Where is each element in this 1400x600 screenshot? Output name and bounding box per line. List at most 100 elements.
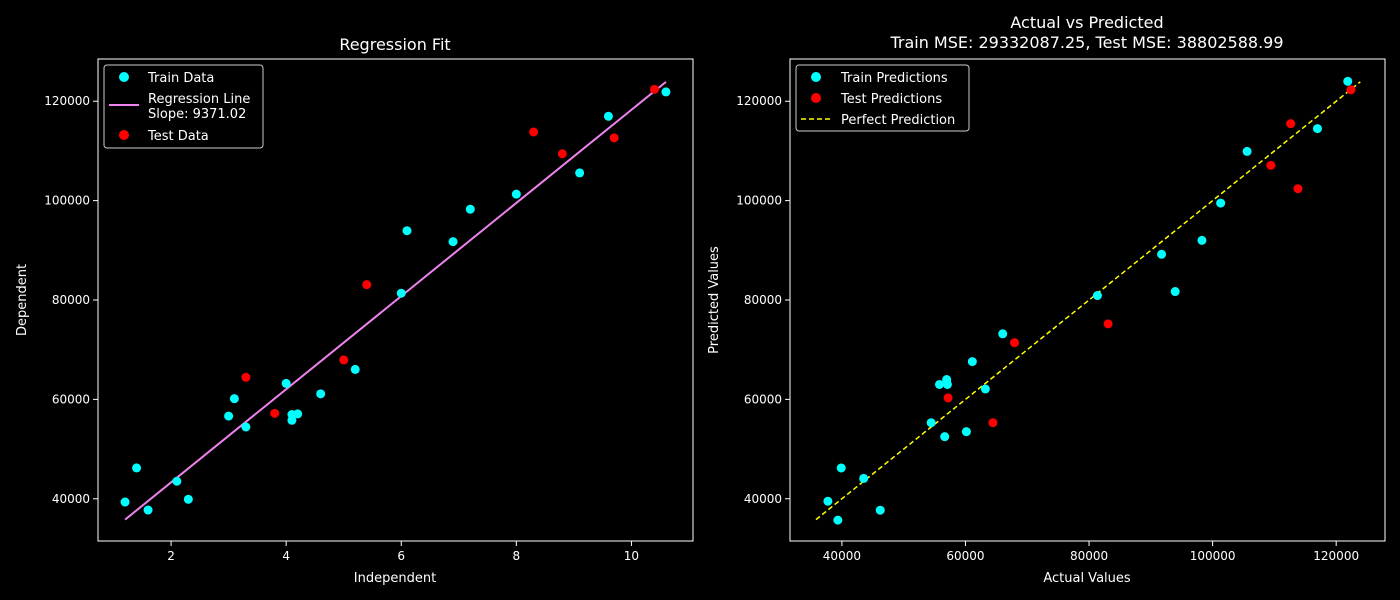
actual-vs-predicted-train-predictions-point-14 xyxy=(1092,291,1102,301)
legend-train-predictions-marker xyxy=(811,72,821,82)
actual-vs-predicted-train-predictions-point-1 xyxy=(833,515,843,525)
regression-fit-panel: Regression Fit Independent Dependent 2 4 6… xyxy=(15,35,694,586)
regression-fit-legend: Train Data Regression Line Slope: 9371.02… xyxy=(103,64,264,149)
actual-vs-predicted-panel: Actual vs Predicted Train MSE: 29332087.2… xyxy=(707,13,1386,586)
actual-vs-predicted-test-predictions-point-0 xyxy=(943,393,953,403)
legend-train-data-marker xyxy=(119,72,129,82)
regression-fit-train-data-point-19 xyxy=(575,168,585,178)
actual-vs-predicted-test-predictions-point-5 xyxy=(1286,119,1296,129)
actual-vs-predicted-ytick-label-40000: 40000 xyxy=(744,492,782,506)
actual-vs-predicted-test-predictions-point-4 xyxy=(1266,160,1276,170)
regression-fit-train-data-point-2 xyxy=(143,505,153,515)
legend-train-data-label: Train Data xyxy=(147,71,214,86)
regression-fit-test-data-point-7 xyxy=(649,84,659,94)
regression-fit-train-data-point-8 xyxy=(281,378,291,388)
regression-fit-regression-line-line xyxy=(124,81,667,521)
regression-fit-train-data-point-14 xyxy=(396,288,406,298)
actual-vs-predicted-xtick-label-60000: 60000 xyxy=(946,549,984,563)
actual-vs-predicted-train-predictions-point-6 xyxy=(934,379,944,389)
regression-fit-train-data-point-13 xyxy=(350,364,360,374)
regression-fit-ytick-label-80000: 80000 xyxy=(52,293,90,307)
actual-vs-predicted-train-predictions-point-7 xyxy=(940,432,950,442)
actual-vs-predicted-test-predictions-point-7 xyxy=(1346,85,1356,95)
regression-fit-train-data-point-21 xyxy=(661,87,671,97)
regression-fit-test-data-point-1 xyxy=(270,408,280,418)
regression-fit-train-data-point-6 xyxy=(229,394,239,404)
actual-vs-predicted-ticks: 40000 60000 80000 100000 120000 40000 60000 800… xyxy=(736,94,1359,563)
regression-fit-title: Regression Fit xyxy=(339,35,450,54)
actual-vs-predicted-train-predictions-point-20 xyxy=(1312,124,1322,134)
regression-fit-xtick-label-2: 2 xyxy=(167,549,175,563)
legend-train-predictions-label: Train Predictions xyxy=(840,71,948,86)
actual-vs-predicted-ytick-label-100000: 100000 xyxy=(736,194,782,208)
regression-fit-test-data-point-4 xyxy=(529,127,539,137)
legend-regression-line-label: Regression Line Slope: 9371.02 xyxy=(148,92,250,122)
regression-fit-test-data-point-6 xyxy=(609,133,619,143)
actual-vs-predicted-test-predictions-point-6 xyxy=(1293,184,1303,194)
regression-fit-test-data-point-3 xyxy=(362,280,372,290)
actual-vs-predicted-train-predictions-point-18 xyxy=(1216,198,1226,208)
regression-fit-train-data-point-3 xyxy=(172,476,182,486)
regression-fit-train-data-point-20 xyxy=(603,111,613,121)
actual-vs-predicted-train-predictions-point-19 xyxy=(1242,146,1252,156)
regression-fit-train-data-point-4 xyxy=(183,494,193,504)
regression-fit-test-data-point-5 xyxy=(557,149,567,159)
regression-fit-test-data-point-2 xyxy=(339,355,349,365)
actual-vs-predicted-test-predictions-point-1 xyxy=(988,418,998,428)
regression-fit-xtick-label-8: 8 xyxy=(513,549,521,563)
actual-vs-predicted-marks xyxy=(815,76,1361,525)
actual-vs-predicted-train-predictions-point-0 xyxy=(823,496,833,506)
actual-vs-predicted-train-predictions-point-16 xyxy=(1170,287,1180,297)
actual-vs-predicted-legend-box xyxy=(795,64,970,132)
legend-perfect-prediction-label: Perfect Prediction xyxy=(841,113,955,128)
actual-vs-predicted-train-predictions-point-10 xyxy=(961,427,971,437)
actual-vs-predicted-xtick-label-40000: 40000 xyxy=(823,549,861,563)
legend-test-data-marker xyxy=(119,130,129,140)
actual-vs-predicted-train-predictions-point-5 xyxy=(926,418,936,428)
regression-fit-ytick-label-60000: 60000 xyxy=(52,392,90,406)
actual-vs-predicted-train-predictions-point-11 xyxy=(967,357,977,367)
actual-vs-predicted-train-predictions-point-3 xyxy=(859,473,869,483)
regression-fit-train-data-point-1 xyxy=(132,463,142,473)
actual-vs-predicted-legend: Train Predictions Test Predictions Perfe… xyxy=(795,64,970,132)
actual-vs-predicted-train-predictions-point-9 xyxy=(942,379,952,389)
actual-vs-predicted-xtick-label-120000: 120000 xyxy=(1313,549,1359,563)
legend-test-data-label: Test Data xyxy=(147,129,209,144)
regression-fit-ylabel: Dependent xyxy=(15,264,30,336)
actual-vs-predicted-train-predictions-point-4 xyxy=(875,505,885,515)
actual-vs-predicted-train-predictions-point-2 xyxy=(836,463,846,473)
actual-vs-predicted-train-predictions-point-15 xyxy=(1157,249,1167,259)
regression-fit-ytick-label-100000: 100000 xyxy=(44,194,90,208)
actual-vs-predicted-test-predictions-point-2 xyxy=(1010,338,1020,348)
regression-fit-train-data-point-12 xyxy=(316,389,326,399)
regression-fit-legend-box xyxy=(103,64,264,149)
regression-fit-train-data-point-0 xyxy=(120,497,130,507)
regression-fit-xlabel: Independent xyxy=(354,571,436,586)
regression-fit-xtick-label-4: 4 xyxy=(282,549,290,563)
actual-vs-predicted-title: Actual vs Predicted Train MSE: 29332087.2… xyxy=(889,13,1283,52)
regression-fit-xtick-label-10: 10 xyxy=(624,549,639,563)
regression-fit-ytick-label-120000: 120000 xyxy=(44,94,90,108)
regression-fit-train-data-point-17 xyxy=(465,204,475,214)
regression-fit-train-data-point-16 xyxy=(448,237,458,247)
actual-vs-predicted-train-predictions-point-12 xyxy=(980,384,990,394)
actual-vs-predicted-perfect-prediction-line xyxy=(815,81,1361,521)
actual-vs-predicted-train-predictions-point-13 xyxy=(998,329,1008,339)
actual-vs-predicted-xtick-label-80000: 80000 xyxy=(1070,549,1108,563)
actual-vs-predicted-ylabel: Predicted Values xyxy=(707,246,722,354)
regression-fit-test-data-point-0 xyxy=(241,372,251,382)
actual-vs-predicted-ytick-label-80000: 80000 xyxy=(744,293,782,307)
regression-fit-ticks: 2 4 6 8 10 40000 60000 80000 100000 120000 xyxy=(44,94,639,563)
regression-fit-train-data-point-15 xyxy=(402,226,412,236)
legend-test-predictions-marker xyxy=(811,93,821,103)
actual-vs-predicted-ytick-label-120000: 120000 xyxy=(736,94,782,108)
actual-vs-predicted-xtick-label-100000: 100000 xyxy=(1190,549,1236,563)
regression-fit-ytick-label-40000: 40000 xyxy=(52,492,90,506)
regression-fit-train-data-point-7 xyxy=(241,422,251,432)
actual-vs-predicted-train-predictions-point-17 xyxy=(1197,235,1207,245)
regression-fit-train-data-point-5 xyxy=(224,411,234,421)
actual-vs-predicted-xlabel: Actual Values xyxy=(1043,571,1131,586)
regression-fit-marks xyxy=(120,81,671,521)
actual-vs-predicted-test-predictions-point-3 xyxy=(1103,319,1113,329)
